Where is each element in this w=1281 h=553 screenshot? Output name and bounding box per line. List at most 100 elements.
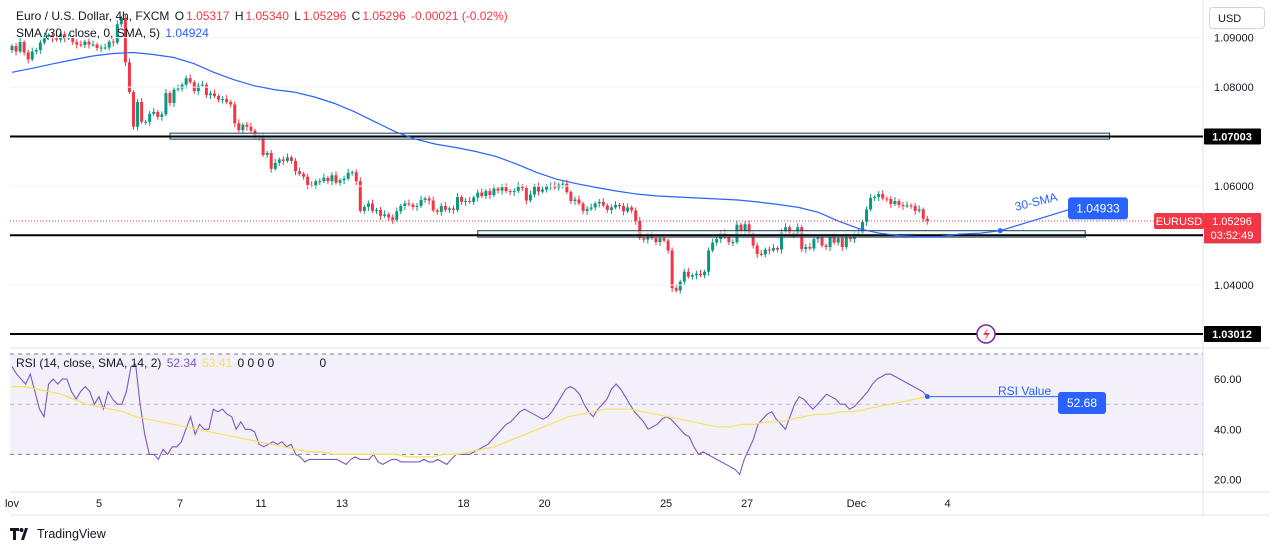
candle-body [298, 171, 302, 174]
symbol-title[interactable]: Euro / U.S. Dollar, 4h, FXCM [16, 9, 170, 23]
candle-body [622, 205, 626, 212]
candle-body [322, 177, 326, 182]
candle-body [780, 231, 783, 250]
rsi-legend[interactable]: RSI (14, close, SMA, 14, 2) 52.34 53.41 … [16, 356, 328, 370]
countdown-label: 03:52:49 [1211, 230, 1254, 242]
candle-body [306, 176, 310, 186]
candle-body [609, 207, 613, 210]
candle-body [168, 93, 172, 103]
close-label: C [351, 9, 361, 23]
candle-body [411, 204, 415, 207]
candle-body [889, 199, 893, 204]
candle-body [391, 217, 395, 220]
candle-body [208, 93, 212, 96]
candle-body [638, 220, 642, 239]
candle-body [626, 207, 630, 212]
sma-arrow-dot [997, 228, 1003, 234]
candle-body [34, 50, 38, 52]
candle-body [909, 205, 913, 207]
candle-body [759, 253, 763, 255]
candle-body [330, 175, 334, 182]
candle-body [362, 206, 366, 211]
candle-body [119, 17, 123, 25]
candle-body [447, 208, 451, 210]
tradingview-logo-icon [10, 528, 28, 540]
candle-body [464, 200, 468, 202]
candle-body [674, 288, 678, 291]
candle-body [221, 99, 225, 101]
time-tick-label: Dec [847, 498, 867, 510]
candle-body [225, 99, 229, 102]
candle-body [573, 199, 577, 201]
candle-body [545, 186, 549, 190]
rsi-tick-label: 40.00 [1214, 424, 1242, 436]
candle-body [694, 273, 698, 276]
candle-body [358, 181, 362, 211]
candle-body [451, 208, 455, 210]
candle-body [176, 88, 180, 90]
candle-body [338, 180, 342, 183]
candle-body [881, 194, 885, 199]
candle-body [346, 172, 350, 179]
currency-selector[interactable]: USD [1209, 7, 1265, 29]
candle-body [784, 227, 788, 232]
candle-body [808, 247, 812, 249]
candle-body [443, 205, 447, 210]
candle-body [820, 237, 824, 246]
candle-body [682, 271, 686, 282]
candle-body [14, 46, 18, 52]
candle-body [350, 172, 354, 174]
candle-body [172, 89, 176, 103]
rsi-tick-label: 60.00 [1214, 374, 1242, 386]
branding-text: TradingView [37, 527, 106, 541]
candle-body [460, 197, 464, 202]
candle-body [613, 204, 617, 208]
sma-legend[interactable]: SMA (30, close, 0, SMA, 5) 1.04924 [16, 26, 211, 40]
candle-body [885, 198, 889, 200]
candle-body [605, 205, 609, 210]
sma-annotation: 30-SMA [1013, 190, 1058, 214]
candle-body [532, 185, 536, 195]
candle-body [79, 44, 83, 46]
candle-body [824, 245, 828, 248]
candle-body [10, 46, 14, 51]
tradingview-logo[interactable]: TradingView [10, 527, 106, 541]
candle-body [561, 183, 565, 185]
candle-body [59, 34, 63, 40]
candle-body [132, 92, 135, 127]
candle-body [269, 152, 273, 169]
candle-body [618, 204, 621, 206]
change-value: -0.00021 (-0.02%) [411, 9, 508, 23]
candle-body [496, 188, 500, 191]
level-label: 1.07003 [1212, 131, 1252, 143]
candle-body [144, 121, 148, 123]
candle-body [423, 198, 427, 200]
candle-body [107, 41, 111, 48]
candle-body [148, 113, 152, 122]
candle-body [160, 114, 164, 117]
candle-body [51, 35, 54, 39]
candle-body [30, 51, 34, 60]
candle-body [75, 42, 79, 45]
candle-body [95, 44, 99, 49]
rsi-ma-line [12, 386, 928, 458]
candle-body [577, 199, 581, 204]
candle-body [771, 248, 775, 251]
time-tick-label: 18 [457, 498, 469, 510]
close-value: 1.05296 [362, 9, 406, 23]
candle-body [233, 104, 237, 124]
candle-body [261, 136, 265, 155]
sma-line [11, 51, 1001, 238]
candle-body [415, 205, 419, 207]
open-value: 1.05317 [186, 9, 230, 23]
candle-body [366, 203, 370, 207]
candle-body [492, 188, 496, 196]
level-label-bg [1204, 326, 1261, 343]
candle-body [245, 124, 249, 127]
candle-body [755, 245, 759, 254]
candle-body [83, 41, 87, 46]
candle-body [111, 41, 115, 43]
candle-body [913, 205, 917, 211]
candle-body [152, 111, 156, 114]
candle-body [241, 124, 245, 131]
